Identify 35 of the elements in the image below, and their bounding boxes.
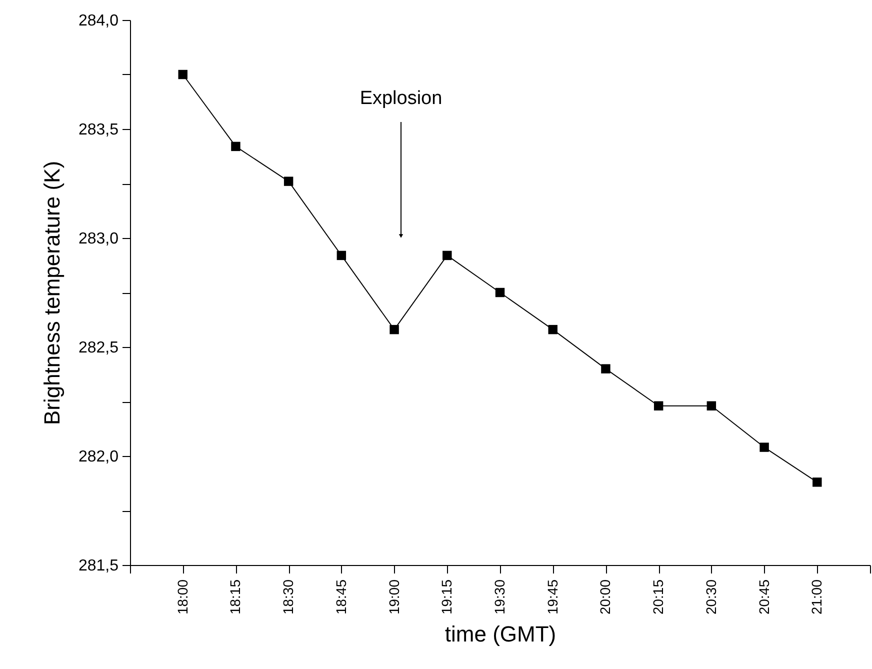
x-tick-label: 19:30 [492,579,508,615]
point [812,478,822,487]
point [390,324,399,334]
point [654,401,664,410]
y-tick-label: 283,5 [78,122,119,138]
x-tick-label: 20:15 [650,579,666,615]
x-tick-label: 19:15 [438,579,455,615]
x-tick-label: 20:30 [702,579,719,615]
y-tick-label: 282,0 [78,448,119,466]
x-tick-label: 19:00 [386,579,402,615]
point [706,401,716,410]
x-tick-label: 18:30 [280,579,296,615]
point [284,176,294,186]
point [442,250,452,260]
x-tick-label: 19:45 [544,579,560,615]
x-tick-label: 18:45 [332,579,349,615]
point [178,70,188,80]
point [760,442,769,452]
x-axis-title: time (GMT) [444,622,556,647]
x-tick-label: 18:00 [174,579,190,615]
x-tick-label: 18:15 [227,579,244,615]
x-tick-label: 20:45 [756,579,772,615]
y-tick-label: 283,0 [78,230,119,248]
point [548,324,558,334]
point [336,250,346,260]
annotation: Explosion [360,88,442,109]
point [601,364,610,374]
y-tick-label: 282,5 [78,340,119,356]
y-tick-label: 281,5 [78,558,119,574]
y-axis-title: Brightness temperature (K) [39,160,64,426]
x-tick-label: 21:00 [808,579,825,615]
point [495,288,505,298]
y-tick-label: 284,0 [78,12,119,30]
point [231,142,240,152]
x-tick-label: 20:00 [597,579,614,615]
